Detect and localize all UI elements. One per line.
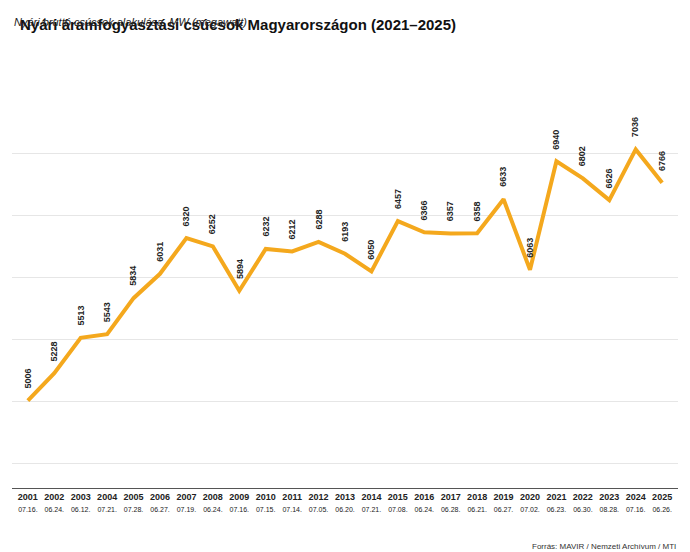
svg-text:201806.21.: 201806.21. [467,492,487,513]
svg-text:201207.05.: 201207.05. [309,492,329,513]
svg-text:5894: 5894 [235,259,245,279]
svg-text:200507.28.: 200507.28. [124,492,144,513]
svg-text:5543: 5543 [102,302,112,322]
svg-text:202206.30.: 202206.30. [573,492,593,513]
svg-text:201107.14.: 201107.14. [282,492,302,513]
svg-text:200306.12.: 200306.12. [71,492,91,513]
svg-text:6940: 6940 [551,130,561,150]
svg-text:5513: 5513 [76,306,86,326]
svg-text:202407.16.: 202407.16. [626,492,646,513]
svg-text:6050: 6050 [366,240,376,260]
svg-text:200107.16.: 200107.16. [18,492,38,513]
svg-text:202308.28.: 202308.28. [599,492,619,513]
svg-text:200407.21.: 200407.21. [97,492,117,513]
svg-text:Nyári bruttó csúcsok alakulása: Nyári bruttó csúcsok alakulása, MW (mega… [14,16,247,28]
svg-text:200806.24.: 200806.24. [203,492,223,513]
svg-text:5834: 5834 [128,266,138,286]
svg-text:201306.20.: 201306.20. [335,492,355,513]
svg-text:202506.26.: 202506.26. [652,492,672,513]
svg-text:201706.28.: 201706.28. [441,492,461,513]
svg-text:6063: 6063 [525,238,535,258]
svg-text:6626: 6626 [604,168,614,188]
svg-text:6320: 6320 [181,206,191,226]
svg-text:202007.02.: 202007.02. [520,492,540,513]
svg-text:200707.19.: 200707.19. [176,492,196,513]
svg-text:201906.27.: 201906.27. [494,492,514,513]
svg-text:6457: 6457 [393,189,403,209]
svg-text:201507.08.: 201507.08. [388,492,408,513]
svg-text:6212: 6212 [287,219,297,239]
svg-text:6633: 6633 [498,167,508,187]
svg-text:Nyári áramfogyasztási csúcsok: Nyári áramfogyasztási csúcsok Magyarorsz… [20,16,456,33]
svg-text:200606.27.: 200606.27. [150,492,170,513]
svg-text:202106.23.: 202106.23. [546,492,566,513]
svg-text:6366: 6366 [419,201,429,221]
svg-text:201407.21.: 201407.21. [361,492,381,513]
svg-text:6193: 6193 [340,222,350,242]
svg-text:5006: 5006 [23,368,33,388]
svg-text:201606.24.: 201606.24. [414,492,434,513]
svg-text:7036: 7036 [630,117,640,137]
svg-text:6357: 6357 [445,201,455,221]
svg-text:6766: 6766 [657,151,667,171]
svg-text:5228: 5228 [49,341,59,361]
svg-text:Forrás: MAVIR / Nemzeti Archív: Forrás: MAVIR / Nemzeti Archívum / MTI [532,542,676,551]
svg-text:201007.15.: 201007.15. [256,492,276,513]
svg-text:6031: 6031 [155,242,165,262]
svg-text:6252: 6252 [207,214,217,234]
svg-text:200206.24.: 200206.24. [44,492,64,513]
svg-text:6288: 6288 [314,210,324,230]
svg-text:6358: 6358 [472,201,482,221]
svg-text:200907.16.: 200907.16. [229,492,249,513]
svg-text:6802: 6802 [577,146,587,166]
svg-text:6232: 6232 [261,217,271,237]
